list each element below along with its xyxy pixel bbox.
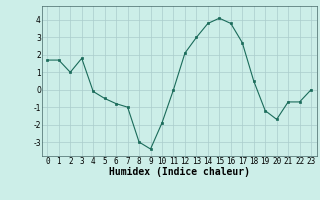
X-axis label: Humidex (Indice chaleur): Humidex (Indice chaleur) [109,167,250,177]
